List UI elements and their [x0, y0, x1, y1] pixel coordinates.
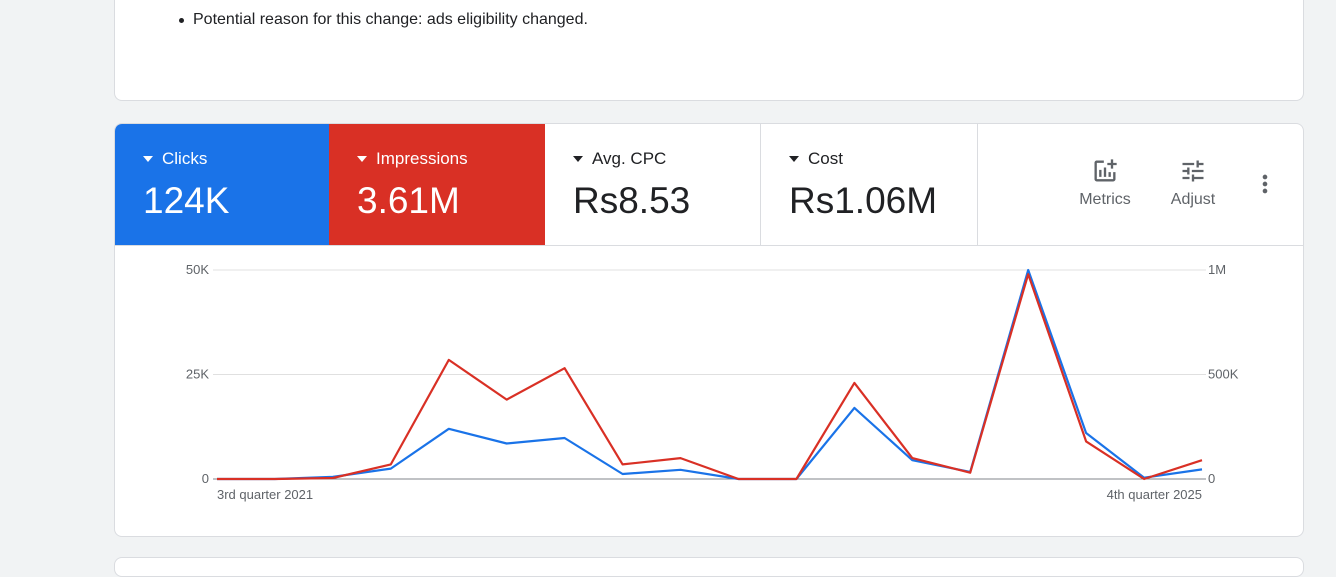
caret-down-icon	[143, 156, 153, 162]
left-axis-tick-label: 25K	[186, 367, 209, 382]
caret-down-icon	[357, 156, 367, 162]
metrics-button[interactable]: Metrics	[1069, 157, 1141, 213]
performance-chart-card: Clicks 124K Impressions 3.61M Avg. CPC R…	[114, 123, 1304, 537]
metrics-button-label: Metrics	[1079, 191, 1131, 208]
caret-down-icon	[573, 156, 583, 162]
x-axis-tick-label: 3rd quarter 2021	[217, 487, 313, 502]
chart-series	[217, 268, 1203, 481]
scorecard-impressions-label-text: Impressions	[376, 149, 468, 168]
caret-down-icon	[789, 156, 799, 162]
scorecard-clicks-label-text: Clicks	[162, 149, 208, 168]
left-axis: 0 25K 50K	[186, 262, 209, 486]
left-axis-tick-label: 0	[202, 471, 209, 486]
tune-icon	[1182, 160, 1204, 182]
scorecard-cost-value: Rs1.06M	[789, 180, 938, 221]
scorecard-cost-label: Cost	[789, 149, 843, 169]
right-axis-tick-label: 1M	[1208, 262, 1226, 277]
scorecard-impressions-label: Impressions	[357, 149, 468, 169]
scorecard-cost-label-text: Cost	[808, 149, 843, 168]
adjust-button-label: Adjust	[1170, 191, 1216, 208]
right-axis-tick-label: 0	[1208, 471, 1215, 486]
next-card	[114, 557, 1304, 577]
scorecard-clicks-value: 124K	[143, 180, 230, 221]
scorecard-avg-cpc[interactable]: Avg. CPC Rs8.53	[545, 124, 761, 245]
x-axis-tick-label: 4th quarter 2025	[1107, 487, 1202, 502]
chart-grid	[213, 269, 1206, 480]
adjust-button[interactable]: Adjust	[1157, 157, 1229, 213]
scorecard-clicks[interactable]: Clicks 124K	[115, 124, 329, 245]
x-axis: 3rd quarter 2021 4th quarter 2025	[217, 487, 1202, 502]
left-axis-tick-label: 50K	[186, 262, 209, 277]
right-axis-tick-label: 500K	[1208, 367, 1239, 382]
scorecard-avg-cpc-value: Rs8.53	[573, 180, 691, 221]
series-line-clicks	[217, 268, 1203, 481]
scorecard-clicks-label: Clicks	[143, 149, 207, 169]
insight-bullet: Potential reason for this change: ads el…	[179, 11, 588, 28]
scorecard-avg-cpc-label-text: Avg. CPC	[592, 149, 667, 168]
insight-card: Potential reason for this change: ads el…	[114, 0, 1304, 101]
scorecard-impressions[interactable]: Impressions 3.61M	[329, 124, 545, 245]
line-chart: 0 25K 50K 0 500K 1M 3rd quarter 2021 4th quar…	[186, 262, 1239, 502]
more-vert-icon	[1262, 174, 1268, 194]
more-options-button[interactable]	[1251, 170, 1279, 198]
scorecard-row: Clicks 124K Impressions 3.61M Avg. CPC R…	[115, 124, 1303, 246]
right-axis: 0 500K 1M	[1208, 262, 1239, 486]
add-chart-icon	[1094, 159, 1117, 182]
scorecard-cost[interactable]: Cost Rs1.06M	[761, 124, 978, 245]
scorecard-avg-cpc-label: Avg. CPC	[573, 149, 666, 169]
series-line-impressions	[217, 273, 1203, 481]
scorecard-impressions-value: 3.61M	[357, 180, 460, 221]
